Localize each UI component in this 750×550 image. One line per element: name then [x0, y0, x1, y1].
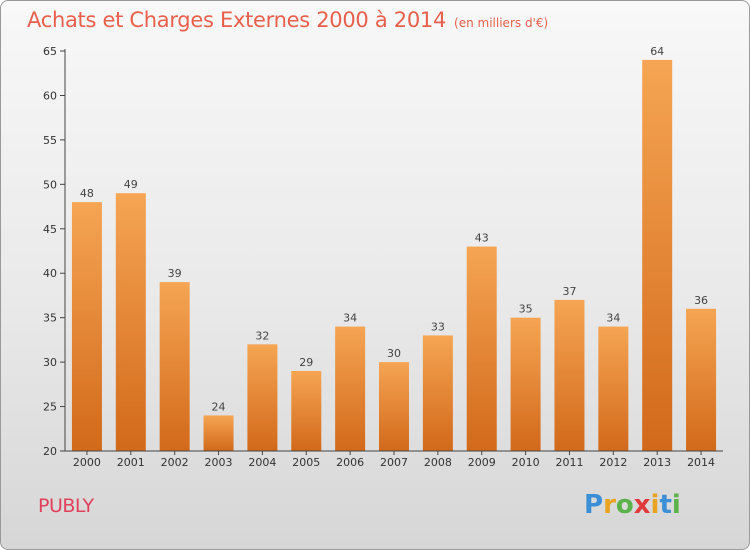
bar-2011 [554, 299, 585, 451]
commune-name: PUBLY [38, 495, 94, 517]
x-tick-label-2012: 2012 [599, 456, 627, 469]
bar-2001 [115, 193, 146, 451]
x-tick-label-2002: 2002 [161, 456, 189, 469]
y-tick-label-55: 55 [43, 134, 57, 147]
bar-2005 [291, 371, 322, 451]
bar-2000 [71, 202, 102, 451]
bar-2014 [686, 308, 717, 451]
bar-2003 [203, 415, 234, 451]
value-label-2009: 43 [475, 232, 489, 245]
value-label-2004: 32 [255, 329, 269, 342]
x-tick-label-2013: 2013 [643, 456, 671, 469]
x-tick-label-2003: 2003 [205, 456, 233, 469]
value-label-2008: 33 [431, 320, 445, 333]
bar-2009 [466, 246, 497, 451]
value-label-2012: 34 [606, 312, 620, 325]
bar-2012 [598, 326, 629, 451]
value-label-2002: 39 [168, 267, 182, 280]
x-tick-label-2000: 2000 [73, 456, 101, 469]
x-tick-label-2001: 2001 [117, 456, 145, 469]
logo-letter: r [603, 490, 616, 520]
value-label-2010: 35 [519, 303, 533, 316]
logo-letter: P [584, 490, 604, 520]
x-tick-label-2009: 2009 [468, 456, 496, 469]
chart-unit: (en milliers d'€) [454, 16, 549, 30]
logo-letter: o [615, 490, 634, 520]
value-label-2011: 37 [562, 285, 576, 298]
y-tick-label-45: 45 [43, 223, 57, 236]
value-label-2006: 34 [343, 312, 357, 325]
x-tick-label-2004: 2004 [248, 456, 276, 469]
logo-letter: i [671, 490, 681, 520]
proxiti-logo: Proxiti [584, 490, 681, 520]
chart-title-block: Achats et Charges Externes 2000 à 2014 (e… [27, 8, 548, 32]
bar-2013 [642, 59, 673, 452]
x-tick-label-2006: 2006 [336, 456, 364, 469]
y-tick-label-35: 35 [43, 312, 57, 325]
x-tick-label-2005: 2005 [292, 456, 320, 469]
x-tick-label-2007: 2007 [380, 456, 408, 469]
bar-2006 [335, 326, 366, 451]
y-tick-label-30: 30 [43, 356, 57, 369]
value-label-2013: 64 [650, 45, 664, 58]
bar-2002 [159, 282, 190, 451]
value-label-2007: 30 [387, 347, 401, 360]
y-tick-label-65: 65 [43, 45, 57, 58]
x-tick-label-2008: 2008 [424, 456, 452, 469]
bar-2008 [422, 335, 453, 451]
y-tick-label-20: 20 [43, 445, 57, 458]
x-tick-label-2014: 2014 [687, 456, 715, 469]
value-label-2014: 36 [694, 294, 708, 307]
logo-letter: x [633, 490, 651, 520]
x-tick-label-2010: 2010 [512, 456, 540, 469]
value-label-2001: 49 [124, 178, 138, 191]
y-tick-label-25: 25 [43, 401, 57, 414]
y-tick-label-50: 50 [43, 178, 57, 191]
y-tick-label-60: 60 [43, 89, 57, 102]
bar-2004 [247, 344, 278, 451]
x-tick-label-2011: 2011 [555, 456, 583, 469]
y-tick-label-40: 40 [43, 267, 57, 280]
value-label-2005: 29 [299, 356, 313, 369]
logo-letter: i [650, 490, 660, 520]
value-label-2003: 24 [212, 400, 226, 413]
chart-title: Achats et Charges Externes 2000 à 2014 [27, 8, 447, 32]
logo-letter: t [659, 490, 672, 520]
bar-2007 [379, 362, 409, 451]
bar-2010 [510, 317, 541, 451]
value-label-2000: 48 [80, 187, 94, 200]
